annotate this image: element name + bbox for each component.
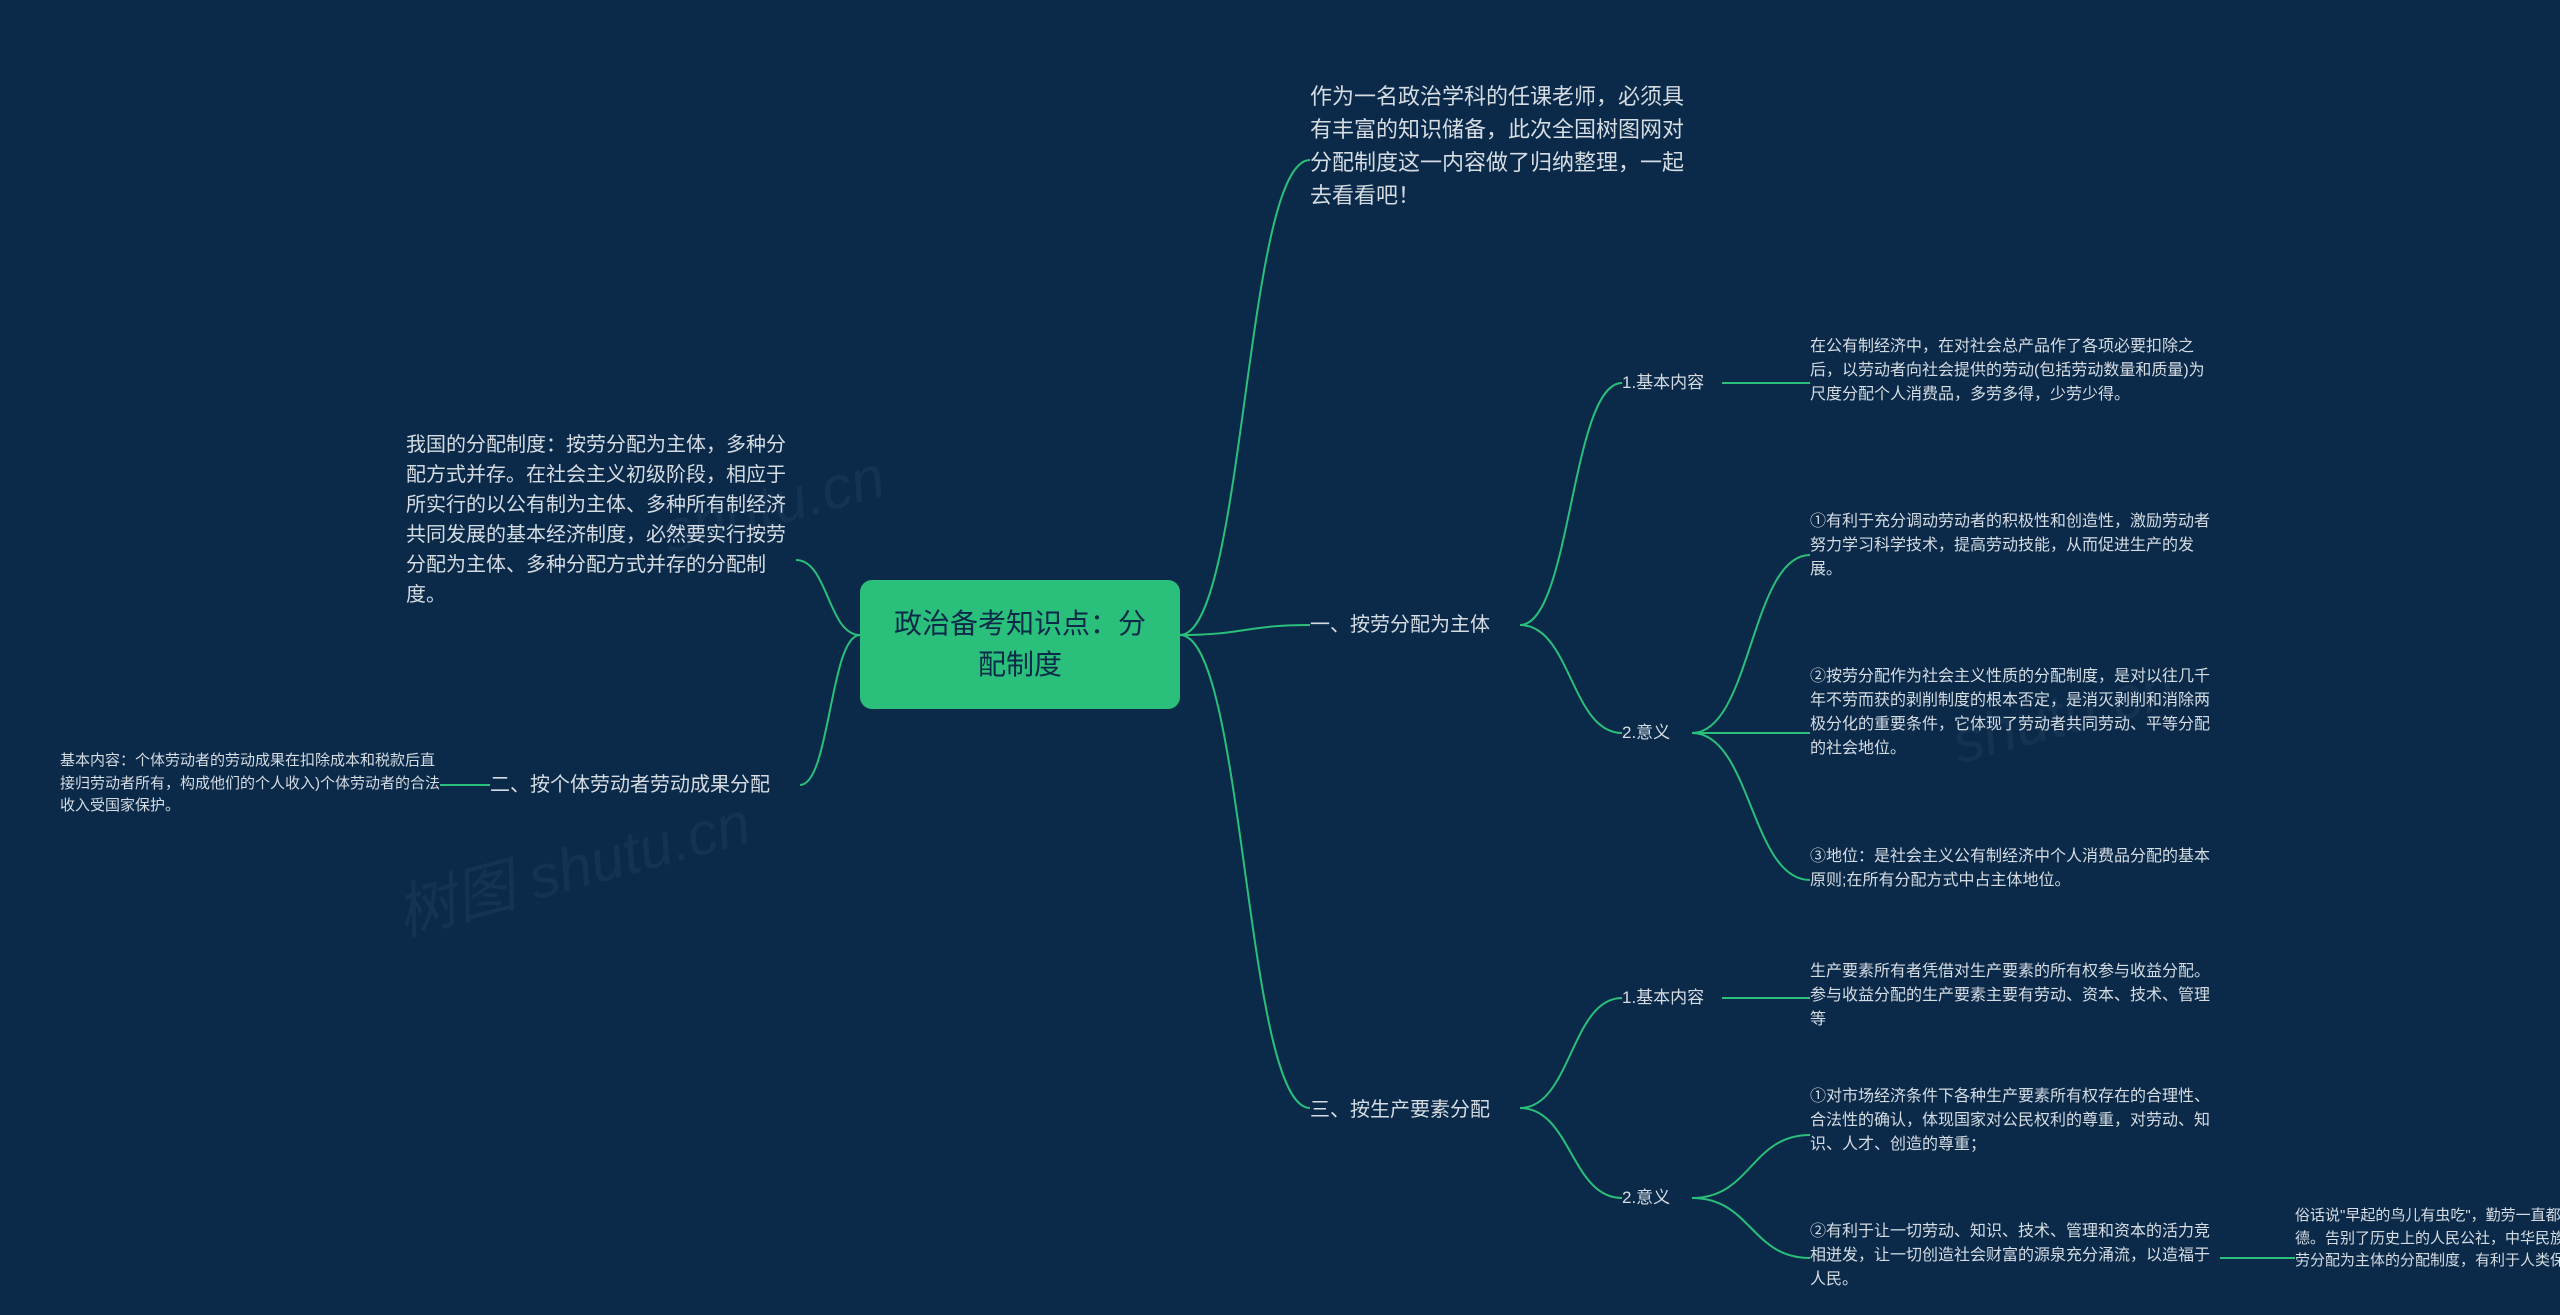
branch-3-sub1-detail[interactable]: 生产要素所有者凭借对生产要素的所有权参与收益分配。参与收益分配的生产要素主要有劳… (1810, 960, 2220, 1032)
branch-1-sub1-label[interactable]: 1.基本内容 (1622, 370, 1722, 396)
branch-1-label[interactable]: 一、按劳分配为主体 (1310, 610, 1520, 640)
left-intro-text: 我国的分配制度：按劳分配为主体，多种分配方式并存。在社会主义初级阶段，相应于所实… (406, 434, 786, 606)
right-intro-text: 作为一名政治学科的任课老师，必须具有丰富的知识储备，此次全国树图网对分配制度这一… (1310, 84, 1684, 208)
branch-3-sub2-detail2-extra[interactable]: 俗话说"早起的鸟儿有虫吃"，勤劳一直都是中华民族的传统美德。告别了历史上的人民公… (2295, 1205, 2560, 1273)
branch-2-label[interactable]: 二、按个体劳动者劳动成果分配 (490, 770, 800, 800)
right-intro[interactable]: 作为一名政治学科的任课老师，必须具有丰富的知识储备，此次全国树图网对分配制度这一… (1310, 80, 1690, 212)
branch-1-sub2-detail1[interactable]: ①有利于充分调动劳动者的积极性和创造性，激励劳动者努力学习科学技术，提高劳动技能… (1810, 510, 2220, 582)
branch-3-label-text: 三、按生产要素分配 (1310, 1099, 1490, 1121)
left-intro[interactable]: 我国的分配制度：按劳分配为主体，多种分配方式并存。在社会主义初级阶段，相应于所实… (406, 430, 796, 610)
branch-3-sub2-detail1[interactable]: ①对市场经济条件下各种生产要素所有权存在的合理性、合法性的确认，体现国家对公民权… (1810, 1085, 2220, 1157)
branch-3-sub2-label[interactable]: 2.意义 (1622, 1185, 1692, 1211)
b3s2d2-extra-text: 俗话说"早起的鸟儿有虫吃"，勤劳一直都是中华民族的传统美德。告别了历史上的人民公… (2295, 1207, 2560, 1269)
central-topic[interactable]: 政治备考知识点：分配制度 (860, 580, 1180, 709)
watermark: 树图 shutu.cn (385, 774, 759, 952)
central-topic-text: 政治备考知识点：分配制度 (894, 608, 1146, 680)
branch-2-label-text: 二、按个体劳动者劳动成果分配 (490, 774, 770, 796)
branch-2-detail[interactable]: 基本内容：个体劳动者的劳动成果在扣除成本和税款后直接归劳动者所有，构成他们的个人… (60, 750, 440, 818)
branch-1-sub2-detail3[interactable]: ③地位：是社会主义公有制经济中个人消费品分配的基本原则;在所有分配方式中占主体地… (1810, 845, 2220, 893)
branch-1-sub2-label-text: 2.意义 (1622, 723, 1670, 742)
branch-2-detail-text: 基本内容：个体劳动者的劳动成果在扣除成本和税款后直接归劳动者所有，构成他们的个人… (60, 752, 440, 814)
b1s2d3-text: ③地位：是社会主义公有制经济中个人消费品分配的基本原则;在所有分配方式中占主体地… (1810, 848, 2210, 889)
b1s2d2-text: ②按劳分配作为社会主义性质的分配制度，是对以往几千年不劳而获的剥削制度的根本否定… (1810, 668, 2210, 757)
branch-3-sub2-detail2[interactable]: ②有利于让一切劳动、知识、技术、管理和资本的活力竞相迸发，让一切创造社会财富的源… (1810, 1220, 2220, 1292)
branch-1-sub1-label-text: 1.基本内容 (1622, 373, 1704, 392)
b3s2d2-text: ②有利于让一切劳动、知识、技术、管理和资本的活力竞相迸发，让一切创造社会财富的源… (1810, 1223, 2210, 1288)
branch-1-sub2-detail2[interactable]: ②按劳分配作为社会主义性质的分配制度，是对以往几千年不劳而获的剥削制度的根本否定… (1810, 665, 2220, 761)
b3s1-detail-text: 生产要素所有者凭借对生产要素的所有权参与收益分配。参与收益分配的生产要素主要有劳… (1810, 963, 2210, 1028)
b3s2d1-text: ①对市场经济条件下各种生产要素所有权存在的合理性、合法性的确认，体现国家对公民权… (1810, 1088, 2210, 1153)
b3s2-label-text: 2.意义 (1622, 1188, 1670, 1207)
branch-1-sub1-detail-text: 在公有制经济中，在对社会总产品作了各项必要扣除之后，以劳动者向社会提供的劳动(包… (1810, 338, 2205, 403)
branch-1-sub2-label[interactable]: 2.意义 (1622, 720, 1692, 746)
branch-3-label[interactable]: 三、按生产要素分配 (1310, 1095, 1520, 1125)
b3s1-label-text: 1.基本内容 (1622, 988, 1704, 1007)
branch-1-label-text: 一、按劳分配为主体 (1310, 614, 1490, 636)
b1s2d1-text: ①有利于充分调动劳动者的积极性和创造性，激励劳动者努力学习科学技术，提高劳动技能… (1810, 513, 2210, 578)
branch-1-sub1-detail[interactable]: 在公有制经济中，在对社会总产品作了各项必要扣除之后，以劳动者向社会提供的劳动(包… (1810, 335, 2220, 407)
branch-3-sub1-label[interactable]: 1.基本内容 (1622, 985, 1722, 1011)
